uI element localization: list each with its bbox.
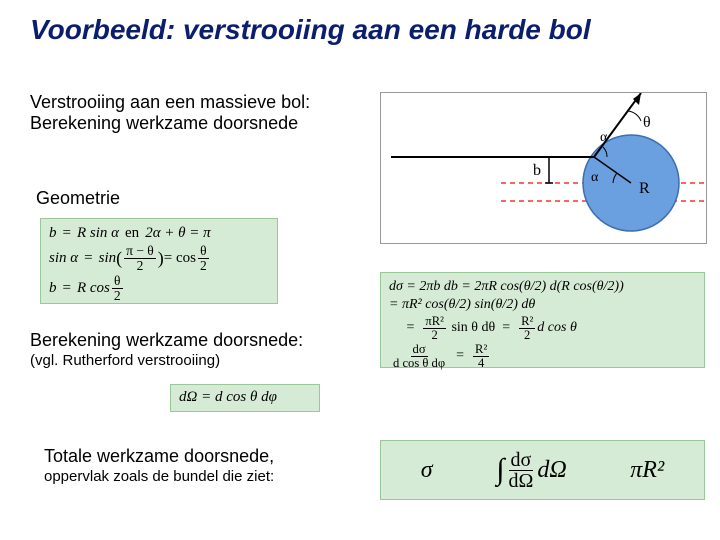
g3-rhs: R cos <box>77 280 110 297</box>
geom-line-3: b = R cos θ2 <box>49 274 269 302</box>
sigma-integral-term: ∫ dσ dΩ dΩ <box>496 450 566 491</box>
label-geometrie: Geometrie <box>36 188 120 209</box>
sigma-row: σ ∫ dσ dΩ dΩ πR² <box>389 447 696 493</box>
sfn: dσ <box>509 450 534 471</box>
theta-label: θ <box>643 114 651 131</box>
geom-line-1: b = R sin α en 2α + θ = π <box>49 225 269 242</box>
ds-l2: = πR² cos(θ/2) sin(θ/2) dθ <box>389 297 696 313</box>
g1-eq: = <box>63 225 71 242</box>
ds-l3fd: 2 <box>430 329 440 342</box>
ds-l2t: = πR² cos(θ/2) sin(θ/2) dθ <box>389 297 535 313</box>
g2-fd2: 2 <box>198 259 209 273</box>
g2-fd: 2 <box>135 259 146 273</box>
diagram-svg: b α α θ R <box>381 93 706 243</box>
theta-arc <box>628 111 641 121</box>
ds-l4fn: dσ <box>411 343 428 357</box>
R-label: R <box>639 180 650 197</box>
ds-l1t: dσ = 2πb db = 2πR cos(θ/2) d(R cos(θ/2)) <box>389 279 624 295</box>
sigma-frac: dσ dΩ <box>506 450 535 491</box>
ds-l3f: πR²2 <box>423 315 446 341</box>
intro-line-1: Verstrooiing aan een massieve bol: <box>30 92 310 113</box>
ds-l3fn2: R² <box>519 315 535 329</box>
geom-line-2: sin α = sin ( π − θ2 ) = cos θ2 <box>49 244 269 272</box>
sigma-rhs: πR² <box>630 457 664 484</box>
alpha-label-2: α <box>600 130 608 145</box>
g1-lhs: b <box>49 225 57 242</box>
alpha-label-1: α <box>591 170 599 185</box>
ds-l3fd2: 2 <box>522 329 532 342</box>
g3-lhs: b <box>49 280 57 297</box>
ds-l3b: sin θ dθ = <box>448 320 517 336</box>
sigma-lhs: σ <box>421 457 433 484</box>
g2-lhs: sin α <box>49 250 78 267</box>
ds-l4fn2: R² <box>473 343 489 357</box>
label-totale: Totale werkzame doorsnede, <box>44 446 274 467</box>
intro-line-2: Berekening werkzame doorsnede <box>30 113 310 134</box>
formula-dsigma: dσ = 2πb db = 2πR cos(θ/2) d(R cos(θ/2))… <box>380 272 705 368</box>
g2-fn: π − θ <box>124 244 156 259</box>
label-berekening-sub: (vgl. Rutherford verstrooiing) <box>30 352 220 369</box>
g1-rhs-b: 2α + θ = π <box>145 225 211 242</box>
label-berekening: Berekening werkzame doorsnede: <box>30 330 303 351</box>
ds-l4b: = <box>449 348 471 364</box>
g3-fd: 2 <box>112 289 123 303</box>
slide-title: Voorbeeld: verstrooiing aan een harde bo… <box>30 14 690 46</box>
g2-frac2: θ2 <box>198 244 209 272</box>
g1-rhs-a: R sin α <box>77 225 119 242</box>
scattering-diagram: b α α θ R <box>380 92 707 244</box>
g3-frac: θ2 <box>112 274 123 302</box>
ds-l4: dσd cos θ dφ = R²4 <box>389 343 696 369</box>
g2-eq: = <box>84 250 92 267</box>
g2-fn2: θ <box>198 244 208 259</box>
ds-l3: = πR²2 sin θ dθ = R²2 d cos θ <box>389 315 696 341</box>
integral-icon: ∫ <box>496 453 504 487</box>
ds-l4fd: d cos θ dφ <box>391 357 447 370</box>
label-totale-sub: oppervlak zoals de bundel die ziet: <box>44 468 274 485</box>
g2-frac: π − θ2 <box>124 244 156 272</box>
ds-l3f2: R²2 <box>519 315 535 341</box>
ds-l1: dσ = 2πb db = 2πR cos(θ/2) d(R cos(θ/2)) <box>389 279 696 295</box>
sfd: dΩ <box>506 471 535 491</box>
g2-eq2: = cos <box>164 250 196 267</box>
intro-text: Verstrooiing aan een massieve bol: Berek… <box>30 92 310 133</box>
ds-l4f2: R²4 <box>473 343 489 369</box>
ds-l4f: dσd cos θ dφ <box>391 343 447 369</box>
formula-domega: dΩ = d cos θ dφ <box>170 384 320 412</box>
ds-l4fd2: 4 <box>476 357 486 370</box>
g3-eq: = <box>63 280 71 297</box>
formula-geometry: b = R sin α en 2α + θ = π sin α = sin ( … <box>40 218 278 304</box>
ds-l3c: d cos θ <box>537 320 577 336</box>
ds-l3a: = <box>389 320 421 336</box>
g1-and: en <box>125 225 139 242</box>
g3-fn: θ <box>112 274 122 289</box>
g2-rhs: sin <box>99 250 117 267</box>
ds-l3fn: πR² <box>423 315 446 329</box>
domega-text: dΩ = d cos θ dφ <box>179 389 277 405</box>
sigma-mid: dΩ <box>537 457 566 484</box>
b-label: b <box>533 162 541 179</box>
formula-sigma: σ ∫ dσ dΩ dΩ πR² <box>380 440 705 500</box>
